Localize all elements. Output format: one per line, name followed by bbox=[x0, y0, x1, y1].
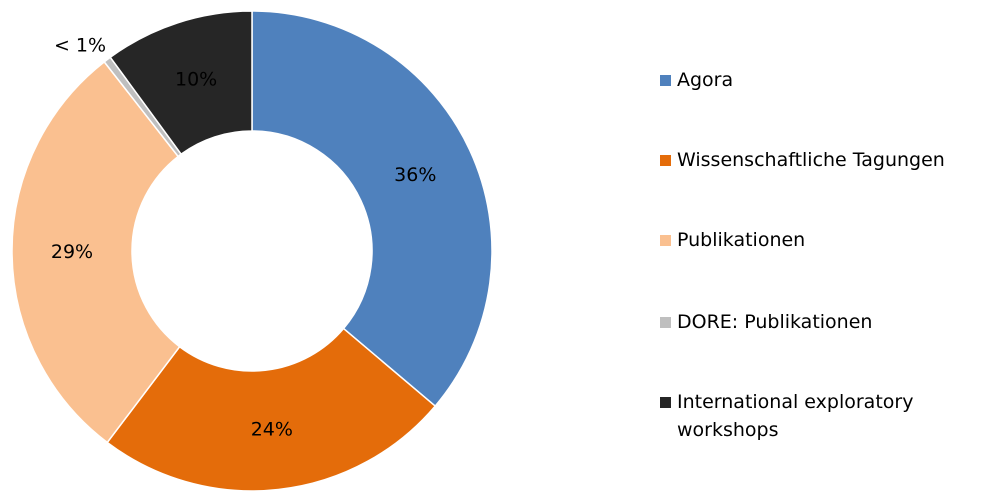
data-label: 36% bbox=[394, 164, 436, 186]
legend-label: Publikationen bbox=[677, 229, 806, 251]
data-label: 24% bbox=[251, 418, 293, 440]
legend-label: International exploratory workshops bbox=[677, 391, 914, 441]
legend-item: DORE: Publikationen bbox=[660, 308, 980, 336]
legend-item: Publikationen bbox=[660, 226, 980, 254]
legend-item: International exploratory workshops bbox=[660, 388, 980, 444]
legend-swatch bbox=[660, 155, 671, 166]
legend-swatch bbox=[660, 75, 671, 86]
chart: 36% 24% 29% < 1% 10% bbox=[11, 10, 493, 491]
data-label: 10% bbox=[175, 68, 217, 90]
legend-item: Wissenschaftliche Tagungen bbox=[660, 146, 980, 174]
donut-slice bbox=[251, 10, 493, 408]
data-label: < 1% bbox=[54, 35, 106, 57]
legend-swatch bbox=[660, 235, 671, 246]
donut-slice bbox=[109, 10, 253, 156]
donut-slice bbox=[106, 327, 437, 491]
legend-label: Wissenschaftliche Tagungen bbox=[677, 149, 945, 171]
legend-item: Agora bbox=[660, 66, 980, 94]
legend-label: Agora bbox=[677, 69, 734, 91]
legend-label: DORE: Publikationen bbox=[677, 311, 873, 333]
donut-slice bbox=[11, 60, 181, 444]
legend-swatch bbox=[660, 317, 671, 328]
data-label: 29% bbox=[51, 241, 93, 263]
legend-swatch bbox=[660, 397, 671, 408]
